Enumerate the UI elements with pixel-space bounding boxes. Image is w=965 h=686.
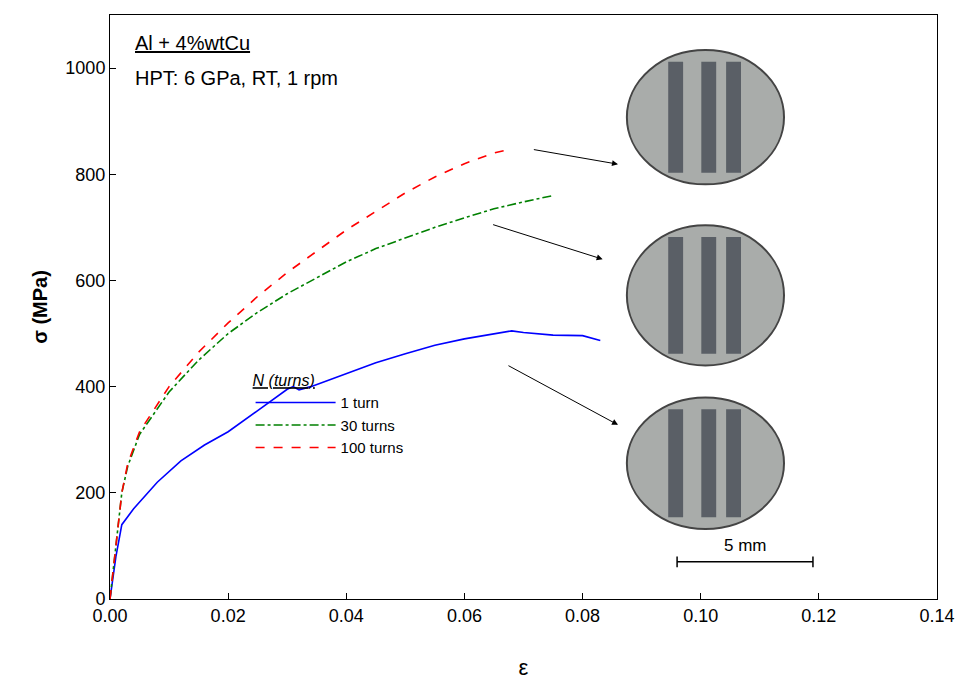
svg-text:ε: ε [519, 655, 529, 680]
svg-text:600: 600 [75, 271, 105, 291]
svg-text:400: 400 [75, 377, 105, 397]
svg-text:1000: 1000 [65, 58, 105, 78]
svg-text:1 turn: 1 turn [341, 394, 379, 411]
svg-text:HPT: 6 GPa, RT, 1 rpm: HPT: 6 GPa, RT, 1 rpm [135, 67, 338, 89]
svg-text:0.08: 0.08 [565, 606, 600, 626]
svg-text:0: 0 [95, 589, 105, 609]
svg-text:200: 200 [75, 483, 105, 503]
svg-text:N (turns): N (turns) [253, 372, 315, 389]
svg-text:800: 800 [75, 165, 105, 185]
svg-text:0.00: 0.00 [92, 606, 127, 626]
svg-text:100 turns: 100 turns [341, 439, 404, 456]
svg-text:5 mm: 5 mm [724, 536, 767, 555]
svg-text:0.04: 0.04 [329, 606, 364, 626]
svg-text:Al + 4%wtCu: Al + 4%wtCu [135, 32, 250, 54]
svg-text:σ (MPa): σ (MPa) [29, 270, 51, 344]
svg-text:30 turns: 30 turns [341, 417, 395, 434]
svg-text:0.02: 0.02 [211, 606, 246, 626]
svg-text:0.12: 0.12 [801, 606, 836, 626]
svg-text:0.10: 0.10 [683, 606, 718, 626]
svg-text:0.06: 0.06 [447, 606, 482, 626]
svg-text:0.14: 0.14 [919, 606, 954, 626]
